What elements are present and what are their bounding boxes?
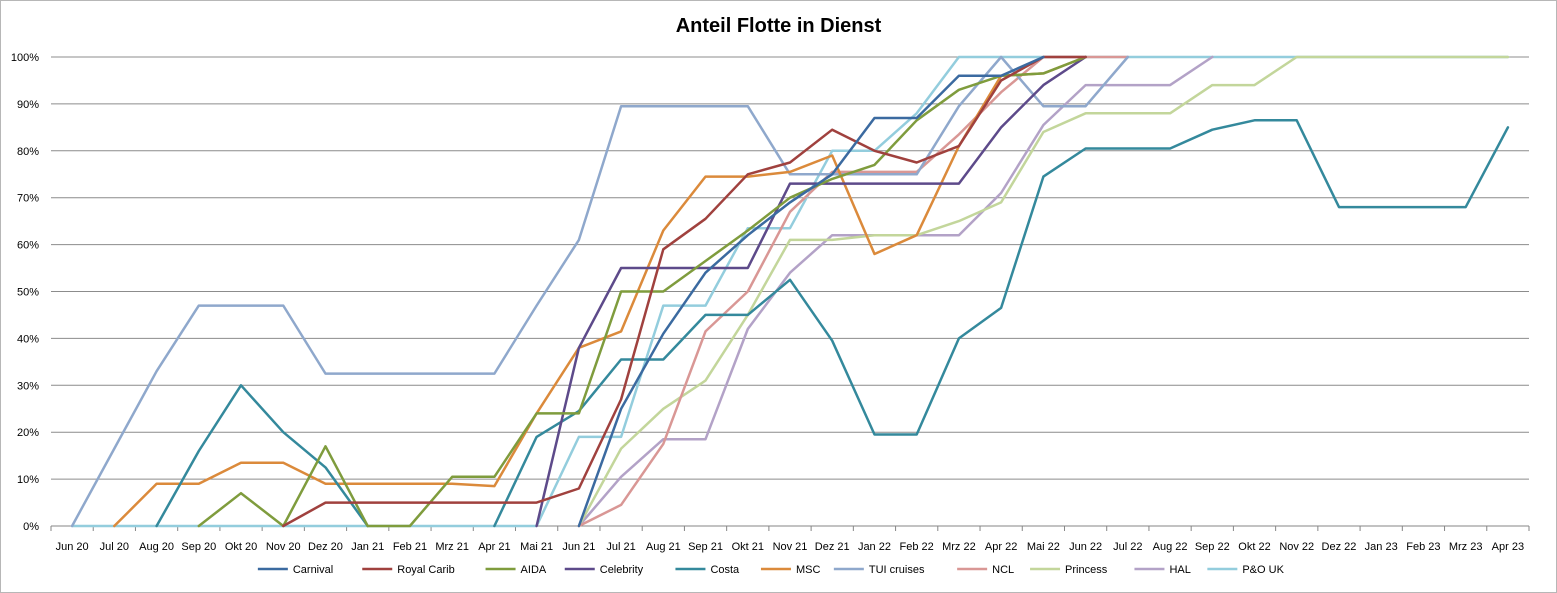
legend-label-celebrity: Celebrity — [600, 564, 644, 576]
series-line-costa — [493, 119, 1510, 528]
x-tick-label: Apr 22 — [985, 541, 1017, 553]
y-tick-label: 0% — [23, 521, 39, 533]
x-tick-label: Jul 20 — [100, 541, 129, 553]
y-tick-label: 50% — [17, 287, 39, 299]
y-tick-label: 40% — [17, 333, 39, 345]
x-tick-label: Mrz 23 — [1449, 541, 1483, 553]
chart-title: Anteil Flotte in Dienst — [675, 15, 882, 37]
legend-label-hal: HAL — [1169, 564, 1190, 576]
y-tick-label: 60% — [17, 240, 39, 252]
x-tick-label: Okt 20 — [225, 541, 257, 553]
x-tick-label: Jun 21 — [562, 541, 595, 553]
legend-label-p-o-uk: P&O UK — [1242, 564, 1284, 576]
series-line-aida — [197, 55, 1087, 528]
x-tick-label: Jun 22 — [1069, 541, 1102, 553]
legend-label-tui-cruises: TUI cruises — [869, 564, 925, 576]
y-tick-label: 20% — [17, 427, 39, 439]
y-tick-label: 10% — [17, 474, 39, 486]
x-tick-label: Mai 21 — [520, 541, 553, 553]
x-tick-label: Jul 22 — [1113, 541, 1142, 553]
x-tick-label: Aug 22 — [1153, 541, 1188, 553]
series-line-royal-carib — [282, 55, 1087, 528]
x-tick-label: Dez 22 — [1322, 541, 1357, 553]
series-line-costa — [155, 384, 369, 528]
x-tick-label: Dez 21 — [815, 541, 850, 553]
x-tick-label: Jan 22 — [858, 541, 891, 553]
x-tick-label: Nov 20 — [266, 541, 301, 553]
x-tick-label: Mrz 22 — [942, 541, 976, 553]
x-tick-label: Okt 21 — [732, 541, 764, 553]
x-tick-label: Aug 20 — [139, 541, 174, 553]
x-tick-label: Dez 20 — [308, 541, 343, 553]
x-tick-label: Jun 20 — [56, 541, 89, 553]
series-line-princess — [577, 55, 1510, 528]
y-tick-label: 70% — [17, 193, 39, 205]
series-line-celebrity — [535, 55, 1087, 528]
series-line-p-o-uk — [70, 55, 1510, 528]
x-tick-label: Mrz 21 — [435, 541, 469, 553]
legend-label-aida: AIDA — [521, 564, 547, 576]
legend-label-royal-carib: Royal Carib — [397, 564, 454, 576]
legend-label-costa: Costa — [710, 564, 740, 576]
legend-label-carnival: Carnival — [293, 564, 333, 576]
x-tick-label: Mai 22 — [1027, 541, 1060, 553]
x-tick-label: Jan 23 — [1365, 541, 1398, 553]
x-tick-label: Apr 23 — [1492, 541, 1524, 553]
x-tick-label: Jul 21 — [606, 541, 635, 553]
x-tick-label: Aug 21 — [646, 541, 681, 553]
x-tick-label: Nov 22 — [1279, 541, 1314, 553]
series-line-carnival — [577, 55, 1045, 528]
y-tick-label: 100% — [11, 52, 39, 64]
x-tick-label: Apr 21 — [478, 541, 510, 553]
y-tick-label: 80% — [17, 146, 39, 158]
y-tick-label: 30% — [17, 380, 39, 392]
series-line-tui-cruises — [70, 55, 1130, 528]
x-tick-label: Feb 21 — [393, 541, 427, 553]
x-tick-label: Feb 23 — [1406, 541, 1440, 553]
x-tick-label: Sep 20 — [181, 541, 216, 553]
x-tick-label: Sep 21 — [688, 541, 723, 553]
legend-label-princess: Princess — [1065, 564, 1108, 576]
y-tick-label: 90% — [17, 99, 39, 111]
x-tick-label: Sep 22 — [1195, 541, 1230, 553]
legend-label-msc: MSC — [796, 564, 821, 576]
x-tick-label: Nov 21 — [773, 541, 808, 553]
legend-label-ncl: NCL — [992, 564, 1014, 576]
x-tick-label: Okt 22 — [1238, 541, 1270, 553]
x-tick-label: Jan 21 — [351, 541, 384, 553]
x-tick-label: Feb 22 — [900, 541, 934, 553]
series-line-msc — [113, 55, 1087, 528]
